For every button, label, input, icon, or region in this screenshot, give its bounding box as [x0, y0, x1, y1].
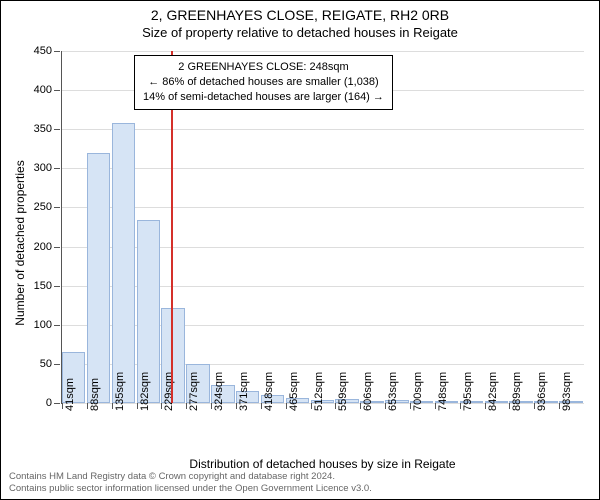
x-tick [385, 403, 386, 409]
x-tick-label: 182sqm [139, 372, 151, 411]
annotation-line-1: 2 GREENHAYES CLOSE: 248sqm [143, 60, 384, 75]
y-tick-label: 0 [46, 397, 52, 409]
footer-line-2: Contains public sector information licen… [9, 483, 591, 495]
gridline [62, 168, 584, 169]
y-tick-label: 100 [34, 319, 52, 331]
x-tick [286, 403, 287, 409]
y-tick [54, 325, 60, 326]
x-axis-title: Distribution of detached houses by size … [61, 457, 584, 471]
x-tick-label: 371sqm [238, 372, 250, 411]
chart-container: 2, GREENHAYES CLOSE, REIGATE, RH2 0RB Si… [0, 0, 600, 500]
y-tick-label: 50 [40, 358, 52, 370]
y-tick-label: 300 [34, 162, 52, 174]
histogram-bar [87, 153, 110, 403]
y-tick [54, 168, 60, 169]
x-tick-label: 324sqm [213, 372, 225, 411]
y-tick-label: 400 [34, 84, 52, 96]
x-tick-label: 889sqm [511, 372, 523, 411]
x-tick-label: 135sqm [114, 372, 126, 411]
x-tick [236, 403, 237, 409]
gridline [62, 207, 584, 208]
chart-title-address: 2, GREENHAYES CLOSE, REIGATE, RH2 0RB [1, 7, 599, 23]
x-tick-label: 277sqm [188, 372, 200, 411]
x-tick-label: 842sqm [487, 372, 499, 411]
chart-subtitle: Size of property relative to detached ho… [1, 25, 599, 40]
y-tick [54, 364, 60, 365]
footer-line-1: Contains HM Land Registry data © Crown c… [9, 471, 591, 483]
x-tick [211, 403, 212, 409]
y-tick-label: 450 [34, 45, 52, 57]
plot-area: 05010015020025030035040045041sqm88sqm135… [61, 51, 584, 404]
y-tick [54, 90, 60, 91]
y-tick-label: 200 [34, 241, 52, 253]
x-tick [112, 403, 113, 409]
x-tick-label: 795sqm [462, 372, 474, 411]
x-tick [559, 403, 560, 409]
y-tick-label: 150 [34, 280, 52, 292]
x-tick-label: 41sqm [64, 378, 76, 411]
x-tick [410, 403, 411, 409]
x-tick [137, 403, 138, 409]
y-tick [54, 207, 60, 208]
x-tick-label: 936sqm [536, 372, 548, 411]
y-axis-title: Number of detached properties [13, 78, 27, 243]
y-tick [54, 286, 60, 287]
y-tick [54, 51, 60, 52]
attribution-footer: Contains HM Land Registry data © Crown c… [9, 471, 591, 495]
x-tick [485, 403, 486, 409]
gridline [62, 129, 584, 130]
x-tick-label: 512sqm [313, 372, 325, 411]
x-tick-label: 418sqm [263, 372, 275, 411]
x-tick-label: 653sqm [387, 372, 399, 411]
x-tick [311, 403, 312, 409]
x-tick-label: 700sqm [412, 372, 424, 411]
x-tick-label: 229sqm [163, 372, 175, 411]
x-tick-label: 88sqm [89, 378, 101, 411]
annotation-line-3: 14% of semi-detached houses are larger (… [143, 90, 384, 105]
x-tick-label: 748sqm [437, 372, 449, 411]
y-tick [54, 129, 60, 130]
y-tick [54, 403, 60, 404]
x-tick [460, 403, 461, 409]
annotation-line-2: ← 86% of detached houses are smaller (1,… [143, 75, 384, 90]
annotation-box: 2 GREENHAYES CLOSE: 248sqm ← 86% of deta… [134, 55, 393, 110]
y-tick-label: 250 [34, 201, 52, 213]
x-tick [62, 403, 63, 409]
y-tick [54, 247, 60, 248]
x-tick [87, 403, 88, 409]
histogram-bar [112, 123, 135, 403]
y-tick-label: 350 [34, 123, 52, 135]
x-tick [435, 403, 436, 409]
x-tick [261, 403, 262, 409]
x-tick-label: 983sqm [561, 372, 573, 411]
gridline [62, 51, 584, 52]
x-tick-label: 465sqm [288, 372, 300, 411]
x-tick-label: 559sqm [337, 372, 349, 411]
x-tick-label: 606sqm [362, 372, 374, 411]
